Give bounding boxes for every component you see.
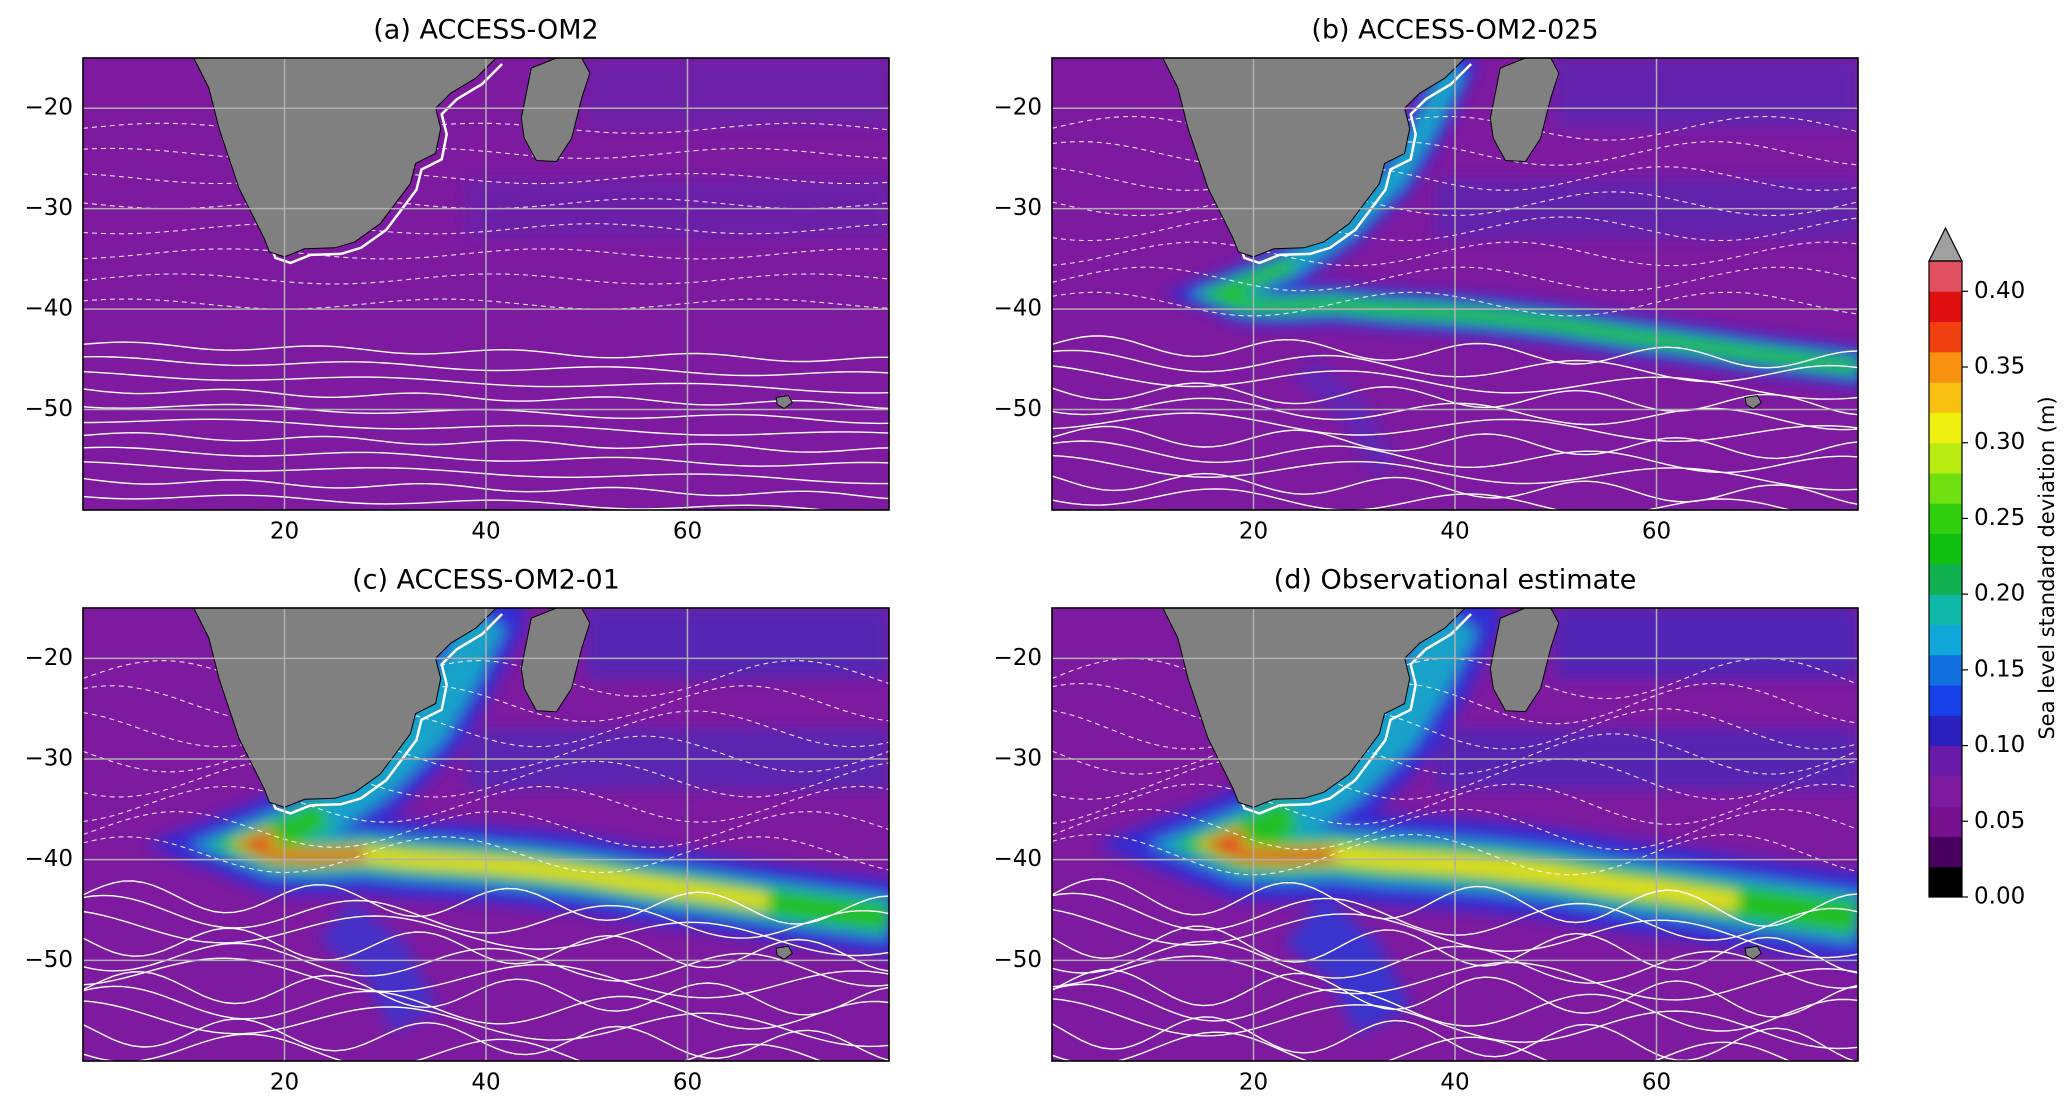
colorbar-frame <box>1928 260 1963 898</box>
y-tick-label: −20 <box>24 645 73 671</box>
colorbar-tick-label: 0.15 <box>1974 656 2025 682</box>
plot-frame <box>82 607 890 1062</box>
land-kerguelen <box>1744 945 1762 960</box>
colorbar-segment <box>1929 685 1962 716</box>
colorbar-segment <box>1929 261 1962 292</box>
contour-dashed <box>83 760 889 798</box>
contour-dashed <box>1052 783 1858 825</box>
plot-frame <box>82 57 890 511</box>
land-madagascar <box>520 58 591 163</box>
panel-title: (d) Observational estimate <box>1274 565 1637 596</box>
colorbar-segment <box>1929 412 1962 444</box>
colorbar-segment <box>1929 351 1962 383</box>
colorbar-tick-label: 0.35 <box>1974 354 2025 380</box>
colorbar-tick-label: 0.10 <box>1974 732 2025 758</box>
land-madagascar <box>1489 608 1560 713</box>
variability-band <box>1197 256 1858 375</box>
x-tick-label: 20 <box>1239 519 1268 545</box>
y-tick-label: −40 <box>993 846 1042 872</box>
colorbar-tick-label: 0.00 <box>1974 884 2025 910</box>
x-tick-label: 40 <box>1440 519 1469 545</box>
y-tick-label: −30 <box>24 746 73 772</box>
x-tick-label: 60 <box>673 1070 702 1096</box>
colorbar-segment <box>1929 624 1962 656</box>
map-panel: 20 40 60 −20 −30 −40 −50 (d) Observational esti… <box>993 565 1859 1096</box>
colorbar-segment <box>1929 594 1962 625</box>
map-panel: 20 40 60 −20 −30 −40 −50 (b) ACCESS-OM2-025 <box>993 15 1859 545</box>
y-tick-label: −50 <box>993 947 1042 973</box>
x-tick-label: 20 <box>270 1070 299 1096</box>
colorbar-tick-label: 0.20 <box>1974 581 2025 607</box>
variability-band <box>1202 828 1335 863</box>
map-panel: 20 40 60 −20 −30 −40 −50 (c) ACCESS-OM2-01 <box>24 565 890 1096</box>
panel-title: (b) ACCESS-OM2-025 <box>1311 15 1598 46</box>
plot-frame <box>1051 607 1859 1062</box>
x-tick-label: 20 <box>1239 1070 1268 1096</box>
colorbar-segment <box>1929 715 1962 747</box>
colorbar-segment <box>1929 745 1962 777</box>
colorbar-segment <box>1929 836 1962 868</box>
colorbar-segment <box>1929 382 1962 413</box>
colorbar-segment <box>1929 806 1962 837</box>
land-kerguelen <box>775 394 793 410</box>
land-madagascar <box>1489 58 1560 163</box>
colorbar-label: Sea level standard deviation (m) <box>2035 396 2059 739</box>
y-tick-label: −20 <box>24 95 73 121</box>
variability-patch <box>1555 58 1858 129</box>
contour-dashed <box>1052 708 1858 750</box>
x-tick-label: 60 <box>1642 1070 1671 1096</box>
colorbar-segment <box>1929 775 1962 807</box>
y-tick-label: −50 <box>24 947 73 973</box>
colorbar: 0.00 0.05 0.10 0.15 0.20 0.25 0.30 0.35 0.40 Sea … <box>1928 226 2059 910</box>
y-tick-label: −40 <box>24 296 73 322</box>
y-tick-label: −40 <box>993 296 1042 322</box>
colorbar-segment <box>1929 654 1962 686</box>
plot-frame <box>1051 57 1859 511</box>
colorbar-tick-label: 0.40 <box>1974 278 2025 304</box>
y-tick-label: −20 <box>993 645 1042 671</box>
colorbar-tick-label: 0.25 <box>1974 505 2025 531</box>
colorbar-segment <box>1929 473 1962 504</box>
map-panel: 20 40 60 −20 −30 −40 −50 (a) ACCESS-OM2 <box>24 15 890 545</box>
colorbar-segment <box>1929 533 1962 565</box>
y-tick-label: −50 <box>24 396 73 422</box>
y-tick-label: −30 <box>24 195 73 221</box>
x-tick-label: 60 <box>673 519 702 545</box>
x-tick-label: 40 <box>471 1070 500 1096</box>
colorbar-segment <box>1929 442 1962 474</box>
colorbar-segment <box>1929 866 1962 898</box>
land-kerguelen <box>775 945 793 960</box>
variability-band <box>235 829 366 862</box>
y-tick-label: −40 <box>24 846 73 872</box>
land-kerguelen <box>1744 394 1762 410</box>
x-tick-label: 20 <box>270 519 299 545</box>
variability <box>1096 608 1858 1035</box>
x-tick-label: 40 <box>1440 1070 1469 1096</box>
colorbar-tick-label: 0.05 <box>1974 808 2025 834</box>
x-tick-label: 40 <box>471 519 500 545</box>
colorbar-segment <box>1929 321 1962 353</box>
y-tick-label: −30 <box>993 746 1042 772</box>
contour-dashed <box>83 836 889 874</box>
panel-title: (c) ACCESS-OM2-01 <box>352 565 620 596</box>
x-tick-label: 60 <box>1642 519 1671 545</box>
colorbar-extend <box>1928 226 1963 262</box>
colorbar-segment <box>1929 563 1962 595</box>
land-madagascar <box>520 608 591 713</box>
panel-title: (a) ACCESS-OM2 <box>373 15 598 46</box>
variability-patch <box>586 58 889 129</box>
contour-dashed <box>1052 808 1858 851</box>
y-tick-label: −20 <box>993 95 1042 121</box>
variability-patch <box>1555 608 1858 679</box>
colorbar-tick-label: 0.30 <box>1974 429 2025 455</box>
y-tick-label: −30 <box>993 195 1042 221</box>
y-tick-label: −50 <box>993 396 1042 422</box>
colorbar-segment <box>1929 291 1962 323</box>
colorbar-segment <box>1929 503 1962 535</box>
